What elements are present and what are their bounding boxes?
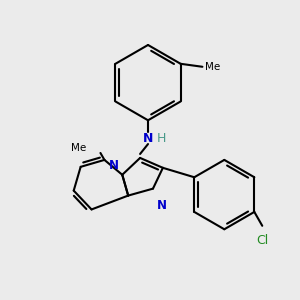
- Text: Me: Me: [71, 143, 87, 153]
- Text: Cl: Cl: [256, 234, 268, 247]
- Text: N: N: [109, 159, 119, 172]
- Text: Me: Me: [206, 62, 220, 72]
- Text: N: N: [143, 132, 153, 145]
- Text: N: N: [157, 199, 167, 212]
- Text: H: H: [157, 132, 167, 145]
